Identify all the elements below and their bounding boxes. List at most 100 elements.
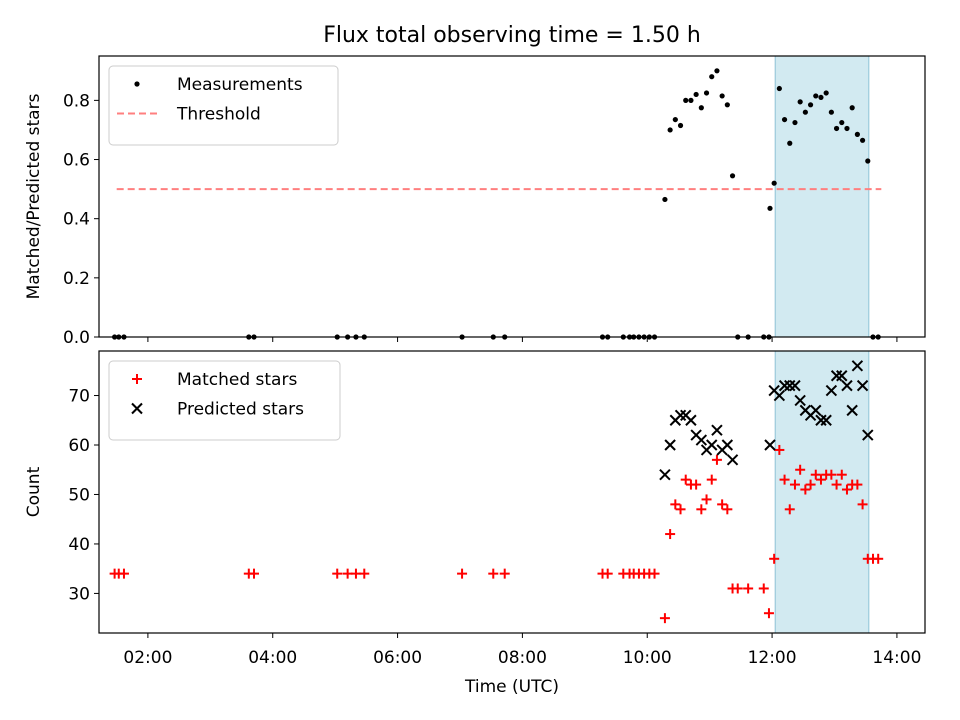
matched-stars-point [670,499,681,510]
predicted-stars-point [711,424,723,436]
legend-marker-predicted-b [131,402,143,415]
matched-stars-point [789,479,800,490]
legend: Matched stars Predicted stars [108,360,341,441]
legend-label: Threshold [176,105,261,125]
predicted-stars-point [721,439,734,451]
matched-stars-point [873,553,884,564]
measurement-point [797,99,803,105]
measurement-point [667,127,673,133]
predicted-stars-point [695,434,708,446]
measurement-point [714,68,720,74]
x-tick-label: 06:00 [373,648,422,668]
matched-stars-point [499,568,510,579]
matched-stars-point [701,494,712,505]
measurement-point [849,105,855,111]
matched-stars-point [488,568,499,579]
measurement-point [802,109,808,115]
top-panel-ratio-plot: 0.0 0.2 0.4 0.6 0.8 Matched/Predicted stars Me… [24,55,926,348]
predicted-stars-point [851,360,864,372]
matched-stars-point [665,529,676,540]
predicted-stars-point [674,409,687,422]
matched-stars-point [717,499,728,510]
predicted-stars-point [773,389,786,402]
measurement-point [787,140,793,146]
matched-stars-point [680,474,691,485]
measurement-point [724,102,730,108]
chart-title: Flux total observing time = 1.50 h [323,23,701,48]
matched-stars-point [732,583,743,594]
matched-stars-point [795,464,806,475]
measurement-point [818,94,824,101]
x-tick-label: 12:00 [748,648,797,668]
matched-stars-point [815,474,826,485]
measurement-point [792,119,798,126]
plot-frame [98,350,926,634]
matched-stars-point [826,469,837,480]
predicted-stars-point [836,370,848,382]
matched-stars-point [836,469,847,480]
y-axis-label: Count [24,466,44,517]
matched-stars-point [649,568,660,579]
measurement-point [844,125,850,132]
matched-stars-point [784,504,795,515]
matched-stars-point [722,504,733,515]
matched-stars-point [457,568,468,579]
matched-stars-point [805,479,816,490]
measurement-point [688,97,694,103]
matched-stars-point [659,613,670,624]
measurement-point [719,93,725,99]
matched-stars-point [810,469,821,480]
y-tick-label: 0.4 [63,210,90,230]
matched-stars-point [711,454,722,465]
measurement-point [865,158,871,164]
matched-stars-point [763,608,774,619]
y-tick-label: 0.8 [63,91,90,111]
measurement-point [683,97,689,103]
predicted-stars-point [794,394,806,407]
measurement-point [767,205,773,211]
measurement-point [662,196,668,203]
plot-frame [98,55,926,338]
predicted-stars-point [830,370,843,382]
predicted-stars-point [726,454,739,466]
y-tick-label: 0.0 [63,328,90,348]
matched-stars-point [332,568,343,579]
matched-stars-point [800,484,811,495]
predicted-stars-point [706,439,718,451]
predicted-stars-point [846,404,858,417]
legend-box [108,360,341,441]
legend-label: Predicted stars [177,400,304,420]
measurement-point [672,116,678,123]
matched-stars-point [696,504,707,515]
matched-stars-point [602,568,613,579]
measurement-point [693,91,699,98]
legend-label: Measurements [177,75,303,95]
legend-marker-measurements [134,81,140,87]
matched-stars-point [706,474,717,485]
measurement-point [729,173,736,179]
matched-stars-point [691,479,702,490]
matched-stars-point [359,568,370,579]
matched-stars-point [774,444,785,455]
measurement-point [709,74,715,80]
matched-stars-point [769,553,780,564]
matched-stars-point [852,479,863,490]
y-tick-label: 0.2 [63,269,90,289]
measurement-point [776,85,782,92]
matched-stars-point [758,583,769,594]
predicted-stars-point [862,429,874,441]
predicted-stars-point [856,379,869,392]
measurement-point [813,93,819,99]
predicted-stars-point [810,404,822,417]
predicted-stars-point [659,468,671,481]
predicted-stars-point [664,439,676,451]
predicted-stars-point [825,384,838,397]
measurement-point [771,180,777,186]
measurement-point [859,137,866,143]
predicted-stars-point [841,379,853,392]
matched-stars-point [249,568,260,579]
measurement-point [703,90,710,96]
measurement-point [677,122,684,129]
x-tick-label: 10:00 [623,648,672,668]
